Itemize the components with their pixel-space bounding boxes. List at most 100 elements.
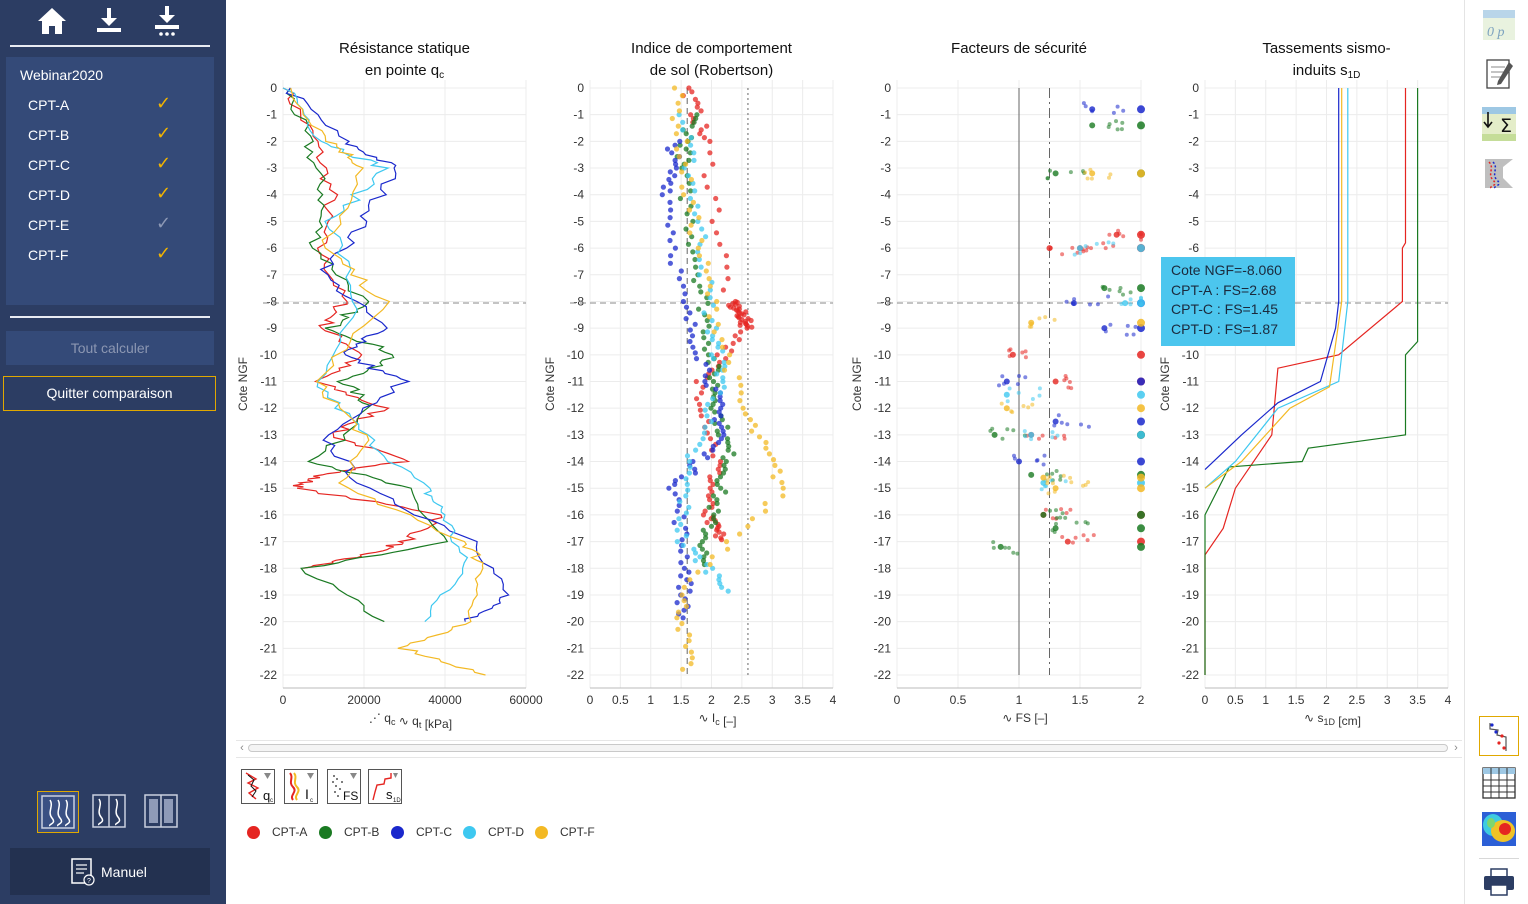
table-view-icon[interactable] xyxy=(1479,763,1519,803)
y-tick-label: -3 xyxy=(266,161,277,175)
data-point xyxy=(1055,433,1060,438)
data-point xyxy=(717,390,723,396)
data-point xyxy=(696,253,702,259)
edit-data-icon[interactable] xyxy=(1479,54,1519,94)
data-point xyxy=(684,211,690,217)
y-tick-label: -12 xyxy=(1182,401,1200,415)
x-tick-label: 40000 xyxy=(428,693,462,707)
data-point xyxy=(696,272,702,278)
legend-dot xyxy=(247,826,260,839)
data-point xyxy=(1137,284,1145,293)
project-panel: Webinar2020 CPT-A ✓ CPT-B ✓ CPT-C ✓ CPT-… xyxy=(6,57,214,305)
data-point xyxy=(1125,323,1130,328)
x-tick-label: 0 xyxy=(280,693,287,707)
data-point xyxy=(678,573,684,579)
series-points-cpt-f xyxy=(669,85,786,672)
data-point xyxy=(1103,329,1108,334)
chart-view-icon[interactable] xyxy=(1479,716,1519,756)
cpt-item-a[interactable]: CPT-A ✓ xyxy=(6,90,214,120)
fs-plot-icon[interactable]: FS xyxy=(327,769,361,804)
data-point xyxy=(705,291,711,297)
x-tick-label: 0.5 xyxy=(950,693,967,707)
import-icon[interactable] xyxy=(89,2,129,42)
y-tick-label: -8 xyxy=(573,294,584,308)
layout-split-icon[interactable] xyxy=(89,791,131,833)
horizontal-scrollbar[interactable]: ‹ › xyxy=(236,740,1462,754)
data-point xyxy=(1005,399,1010,404)
data-point xyxy=(716,420,722,426)
data-point xyxy=(676,108,682,114)
cpt-item-e[interactable]: CPT-E ✓ xyxy=(6,210,214,240)
data-point xyxy=(1023,375,1028,380)
print-icon[interactable] xyxy=(1479,862,1519,902)
data-point xyxy=(1131,332,1136,337)
y-tick-label: -2 xyxy=(573,134,584,148)
y-tick-label: -4 xyxy=(880,188,891,202)
x-tick-label: 0 xyxy=(587,693,594,707)
scrollbar-thumb[interactable] xyxy=(248,744,1448,752)
y-tick-label: -20 xyxy=(567,615,585,629)
data-point xyxy=(685,487,691,493)
data-point xyxy=(691,157,697,163)
chart-area[interactable]: 0 -1 -2 -3 -4 -5 -6 -7 -8 -9 -10 -11 -12 -13 -14 -15 -16… xyxy=(232,0,1462,740)
data-point xyxy=(723,253,729,259)
cpt-item-b[interactable]: CPT-B ✓ xyxy=(6,120,214,150)
y-tick-label: -15 xyxy=(260,481,278,495)
cpt-item-f[interactable]: CPT-F ✓ xyxy=(6,240,214,270)
data-point xyxy=(1005,427,1010,432)
s1d-plot-icon[interactable]: s 1D xyxy=(368,769,402,804)
parameters-icon[interactable]: 0 p xyxy=(1479,4,1519,44)
check-icon[interactable]: ✓ xyxy=(156,153,172,173)
cpt-item-d[interactable]: CPT-D ✓ xyxy=(6,180,214,210)
layout-columns-icon[interactable] xyxy=(141,791,183,833)
check-icon[interactable]: ✓ xyxy=(156,213,172,233)
data-point xyxy=(1106,294,1111,299)
manual-button[interactable]: ? Manuel xyxy=(10,848,210,895)
charts-svg[interactable]: 0-1-2-3-4-5-6-7-8-9-10-11-12-13-14-15-16… xyxy=(232,0,1462,740)
scroll-right-icon[interactable]: › xyxy=(1454,742,1458,754)
data-point xyxy=(681,584,687,590)
data-point xyxy=(726,359,732,365)
check-icon[interactable]: ✓ xyxy=(156,93,172,113)
cpt-label: CPT-C xyxy=(28,157,70,173)
data-point xyxy=(1137,484,1145,493)
data-point xyxy=(1052,489,1057,494)
data-point xyxy=(740,405,746,411)
data-point xyxy=(704,123,710,129)
data-point xyxy=(1012,456,1017,461)
data-point xyxy=(706,367,713,373)
x-tick-label: 20000 xyxy=(347,693,381,707)
cpt-item-c[interactable]: CPT-C ✓ xyxy=(6,150,214,180)
data-point xyxy=(1115,127,1120,132)
data-point xyxy=(714,478,720,484)
data-point xyxy=(710,565,716,571)
data-point xyxy=(1050,435,1055,440)
home-icon[interactable] xyxy=(32,2,72,42)
data-point xyxy=(1085,538,1090,543)
data-point xyxy=(686,85,692,91)
y-tick-label: -17 xyxy=(874,535,892,549)
check-icon[interactable]: ✓ xyxy=(156,243,172,263)
sum-icon[interactable]: Σ xyxy=(1479,104,1519,144)
data-point xyxy=(686,207,693,213)
data-point xyxy=(673,131,679,137)
y-tick-label: -16 xyxy=(567,508,585,522)
series-points-cpt-d xyxy=(1003,240,1145,492)
map-view-icon[interactable] xyxy=(1479,809,1519,849)
data-point xyxy=(1114,119,1118,124)
legend-dot xyxy=(463,826,476,839)
data-point xyxy=(684,453,691,459)
quit-comparison-button[interactable]: Quitter comparaison xyxy=(3,376,216,411)
check-icon[interactable]: ✓ xyxy=(156,123,172,143)
layout-overlay-icon[interactable] xyxy=(37,791,79,833)
data-point xyxy=(697,407,703,413)
calculate-all-button[interactable]: Tout calculer xyxy=(6,331,214,365)
import-multiple-icon[interactable] xyxy=(147,2,187,42)
profile-icon[interactable] xyxy=(1479,154,1519,194)
y-tick-label: -4 xyxy=(573,188,584,202)
data-point xyxy=(701,346,708,352)
scroll-left-icon[interactable]: ‹ xyxy=(240,742,244,754)
check-icon[interactable]: ✓ xyxy=(156,183,172,203)
